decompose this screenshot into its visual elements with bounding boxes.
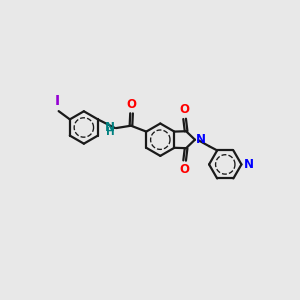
- Text: O: O: [180, 103, 190, 116]
- Text: O: O: [180, 163, 190, 176]
- Text: I: I: [55, 94, 60, 108]
- Text: N: N: [105, 121, 115, 134]
- Text: O: O: [127, 98, 136, 111]
- Text: N: N: [196, 133, 206, 146]
- Text: H: H: [106, 127, 115, 137]
- Text: N: N: [244, 158, 254, 171]
